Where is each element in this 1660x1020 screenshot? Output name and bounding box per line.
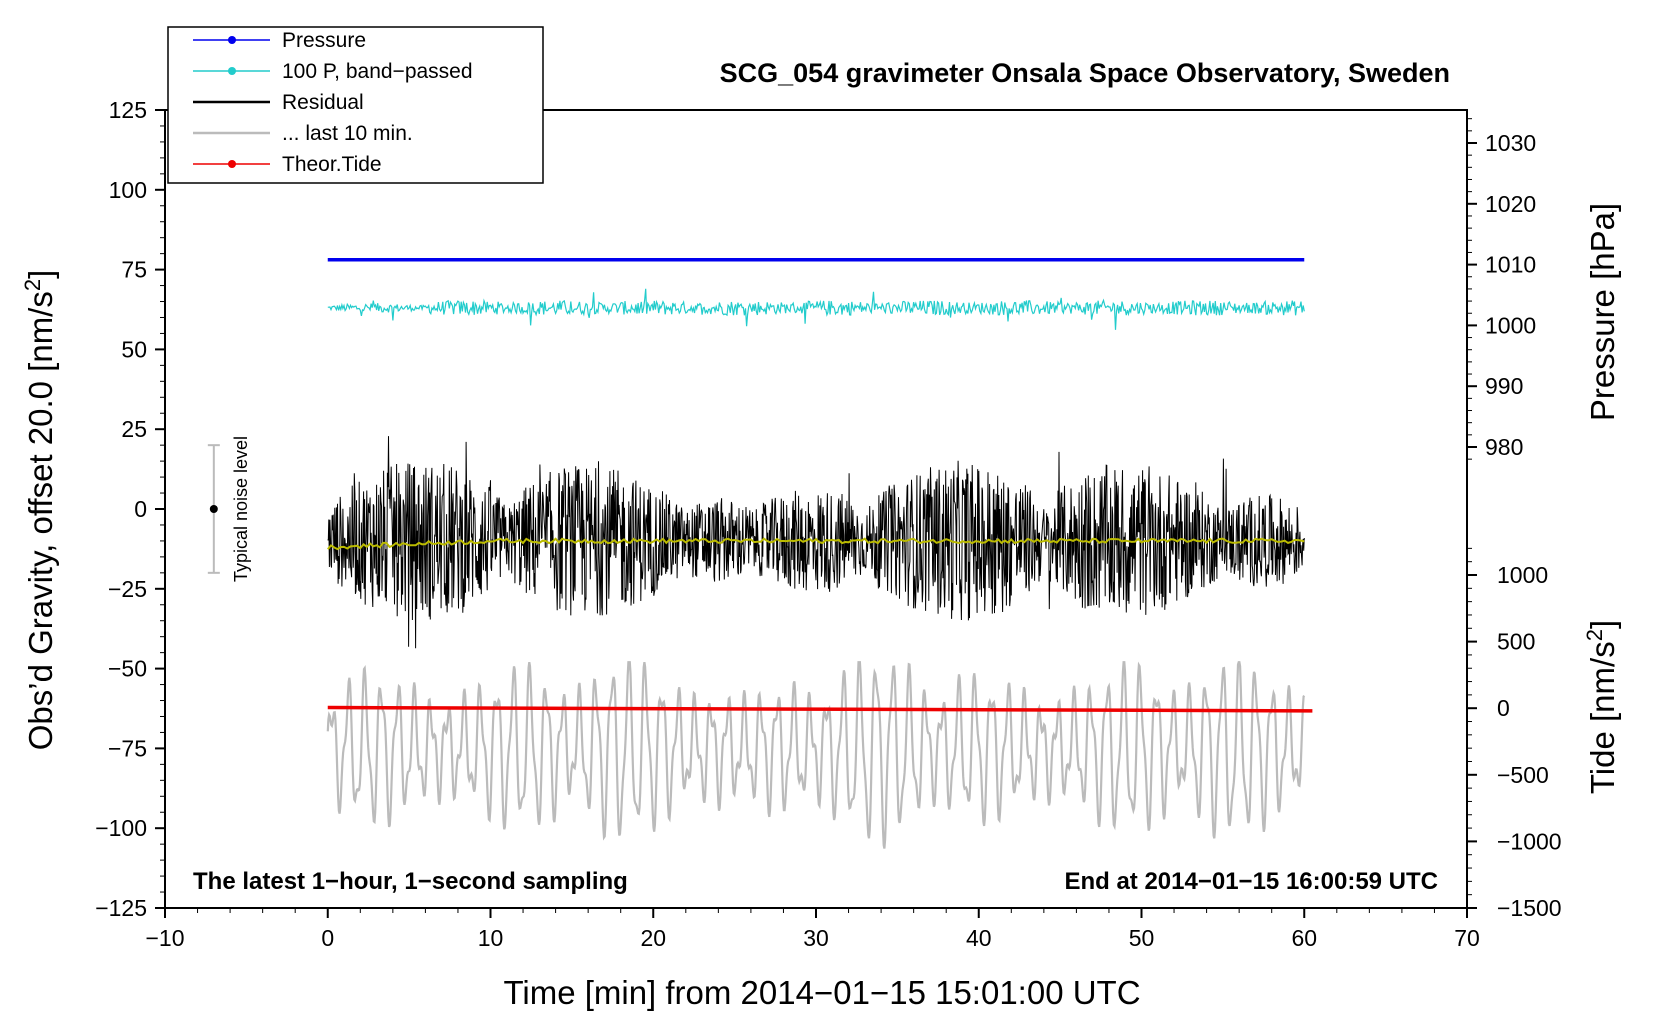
x-tick-label: 10: [478, 925, 504, 951]
noise-level-indicator: Typical noise level: [207, 436, 251, 582]
chart-title: SCG_054 gravimeter Onsala Space Observat…: [720, 58, 1450, 88]
series-theoretical-tide: [327, 705, 1313, 713]
y-left-axis-label-end: ]: [22, 270, 59, 279]
x-tick-label: 70: [1454, 925, 1480, 951]
tide-tick-label: 0: [1497, 695, 1510, 721]
x-tick-label: 60: [1291, 925, 1317, 951]
x-tick-label: 50: [1129, 925, 1155, 951]
y-left-tick-label: 100: [109, 177, 147, 203]
legend-label: ... last 10 min.: [282, 122, 413, 145]
tide-axis-label-end: ]: [1584, 620, 1621, 629]
y-left-tick-label: 25: [121, 416, 147, 442]
y-left-tick-label: 0: [134, 496, 147, 522]
tide-axis-label: Tide [nm/s2]: [1582, 620, 1621, 794]
x-tick-label: 0: [321, 925, 334, 951]
y-left-tick-label: −100: [95, 815, 147, 841]
x-tick-label: 30: [803, 925, 829, 951]
y-left-tick-label: −75: [108, 735, 147, 761]
pressure-tick-label: 1000: [1485, 312, 1536, 338]
legend-marker: [228, 36, 236, 44]
y-left-tick-label: −125: [95, 895, 147, 921]
pressure-tick-label: 1010: [1485, 252, 1536, 278]
tide-tick-label: 1000: [1497, 562, 1548, 588]
tide-axis-label-exp: 2: [1582, 629, 1607, 641]
y-left-tick-label: 75: [121, 257, 147, 283]
y-left-tick-label: 125: [109, 97, 147, 123]
legend-marker: [228, 67, 236, 75]
series-residual-smoothed: [327, 537, 1305, 551]
series-pressure-band-passed: [327, 288, 1305, 330]
legend-label: 100 P, band−passed: [282, 60, 473, 83]
annotation-bottom-right: End at 2014−01−15 16:00:59 UTC: [1064, 868, 1438, 895]
x-axis-label: Time [min] from 2014−01−15 15:01:00 UTC: [503, 974, 1140, 1011]
tide-tick-label: −500: [1497, 762, 1549, 788]
legend-label: Pressure: [282, 29, 366, 52]
y-left-tick-label: −50: [108, 656, 147, 682]
tide-tick-label: −1000: [1497, 828, 1562, 854]
pressure-tick-label: 1030: [1485, 130, 1536, 156]
x-tick-label: −10: [145, 925, 184, 951]
x-tick-label: 20: [640, 925, 666, 951]
legend-label: Residual: [282, 91, 364, 114]
noise-level-dot: [209, 505, 218, 513]
x-tick-label: 40: [966, 925, 992, 951]
tide-axis-label-main: Tide [nm/s: [1584, 641, 1621, 794]
y-left-axis-label: Obs’d Gravity, offset 20.0 [nm/s2]: [20, 270, 59, 751]
y-left-tick-label: 50: [121, 336, 147, 362]
series-last-10-min: [326, 661, 1306, 849]
y-left-tick-label: −25: [108, 576, 147, 602]
annotation-bottom-left: The latest 1−hour, 1−second sampling: [193, 868, 628, 895]
legend-label: Theor.Tide: [282, 153, 382, 176]
noise-level-label: Typical noise level: [231, 436, 251, 582]
legend: Pressure 100 P, band−passed Residual ... la…: [167, 26, 544, 184]
y-left-axis-ticks: 125 100 75 50 25 0 −25 −50 −75 −100 −125: [95, 97, 165, 921]
y-left-axis-label-exp: 2: [20, 279, 45, 291]
series-layer: [326, 257, 1313, 849]
legend-box: [167, 26, 544, 184]
tide-tick-label: −1500: [1497, 895, 1562, 921]
pressure-tick-label: 990: [1485, 373, 1523, 399]
x-axis-ticks: −10 0 10 20 30 40 50 60 70: [145, 908, 1480, 951]
legend-marker: [228, 160, 236, 168]
pressure-axis-ticks: 1030 1020 1010 1000 990 980: [1467, 118, 1536, 460]
tide-tick-label: 500: [1497, 629, 1535, 655]
series-residual: [327, 436, 1305, 649]
pressure-axis-label: Pressure [hPa]: [1584, 203, 1621, 421]
pressure-tick-label: 1020: [1485, 191, 1536, 217]
y-left-axis-label-main: Obs’d Gravity, offset 20.0 [nm/s: [22, 291, 59, 750]
tide-axis-ticks: 1000 500 0 −500 −1000 −1500: [1467, 547, 1562, 921]
pressure-tick-label: 980: [1485, 434, 1523, 460]
